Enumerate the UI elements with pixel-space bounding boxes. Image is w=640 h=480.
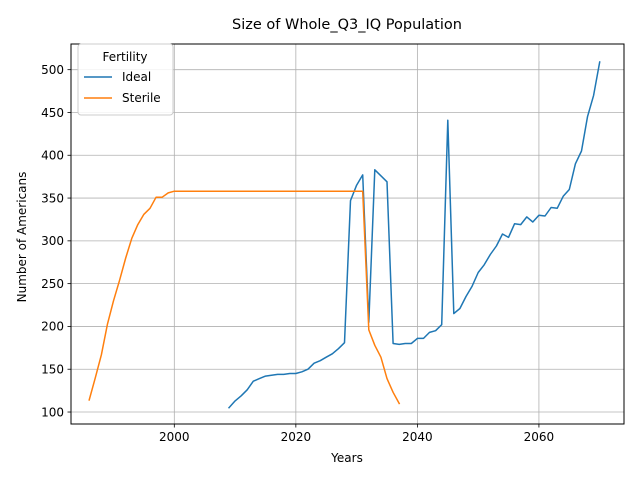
y-tick-label: 150 — [41, 363, 64, 377]
legend-label-sterile: Sterile — [122, 91, 161, 105]
x-tick-label: 2020 — [281, 430, 312, 444]
x-axis-label: Years — [330, 451, 363, 465]
series-line-ideal — [227, 61, 601, 409]
x-tick-label: 2060 — [524, 430, 555, 444]
axis-ticks: 2000 2020 2040 2060 100 150 200 250 300 350 400 450… — [41, 63, 554, 444]
y-axis-label: Number of Americans — [15, 172, 29, 303]
x-tick-label: 2040 — [402, 430, 433, 444]
x-tick-label: 2000 — [159, 430, 190, 444]
legend: Fertility Ideal Sterile — [77, 43, 174, 116]
chart-title: Size of Whole_Q3_IQ Population — [232, 17, 462, 33]
legend-title: Fertility — [102, 50, 147, 64]
series-lines — [88, 61, 601, 409]
y-tick-label: 100 — [41, 405, 64, 419]
y-tick-label: 200 — [41, 320, 64, 334]
y-tick-label: 350 — [41, 191, 64, 205]
series-line-sterile — [88, 190, 401, 405]
legend-label-ideal: Ideal — [122, 70, 151, 84]
y-tick-label: 500 — [41, 63, 64, 77]
y-tick-label: 300 — [41, 234, 64, 248]
y-tick-label: 250 — [41, 277, 64, 291]
y-tick-label: 450 — [41, 106, 64, 120]
plot-frame — [70, 43, 625, 425]
y-tick-label: 400 — [41, 149, 64, 163]
